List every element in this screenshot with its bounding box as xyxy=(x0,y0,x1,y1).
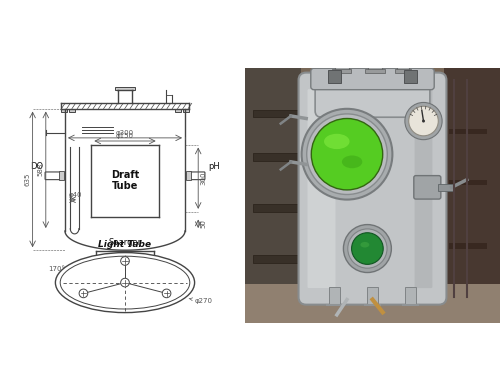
Bar xyxy=(59,172,64,180)
Circle shape xyxy=(302,109,392,200)
Ellipse shape xyxy=(342,156,362,168)
FancyBboxPatch shape xyxy=(45,172,61,180)
Bar xyxy=(252,110,298,117)
Text: 635: 635 xyxy=(24,173,30,186)
FancyBboxPatch shape xyxy=(189,172,205,180)
Text: 300: 300 xyxy=(200,172,206,185)
Bar xyxy=(115,87,135,90)
Bar xyxy=(252,153,298,161)
Text: φ270: φ270 xyxy=(189,298,212,304)
Text: φ300: φ300 xyxy=(116,130,134,136)
Text: φ150: φ150 xyxy=(116,133,134,139)
Bar xyxy=(444,67,500,323)
FancyBboxPatch shape xyxy=(311,68,434,90)
Circle shape xyxy=(162,289,171,298)
Ellipse shape xyxy=(60,256,190,309)
Text: DO: DO xyxy=(30,161,43,170)
Bar xyxy=(449,129,487,134)
Circle shape xyxy=(306,114,388,195)
Text: 170°: 170° xyxy=(48,266,65,272)
FancyBboxPatch shape xyxy=(308,89,336,288)
Circle shape xyxy=(422,119,425,122)
Circle shape xyxy=(120,257,130,265)
Bar xyxy=(438,184,453,191)
Bar xyxy=(335,53,349,71)
Bar xyxy=(245,284,500,323)
Bar xyxy=(175,109,180,112)
FancyBboxPatch shape xyxy=(414,89,432,288)
FancyBboxPatch shape xyxy=(298,73,446,305)
Circle shape xyxy=(79,289,88,298)
Bar xyxy=(61,109,66,112)
FancyBboxPatch shape xyxy=(315,58,430,117)
Bar xyxy=(186,172,191,180)
Bar xyxy=(449,243,487,248)
Bar xyxy=(245,67,301,323)
Bar xyxy=(398,53,409,71)
Ellipse shape xyxy=(56,253,194,313)
Text: φ40: φ40 xyxy=(68,192,82,198)
Bar xyxy=(366,69,384,73)
Text: 50: 50 xyxy=(200,219,206,228)
Text: 588: 588 xyxy=(38,163,44,177)
Circle shape xyxy=(348,229,387,268)
Bar xyxy=(252,255,298,262)
Text: φ95: φ95 xyxy=(118,273,132,279)
Bar xyxy=(449,180,487,185)
Text: Light Tube: Light Tube xyxy=(98,240,152,249)
Circle shape xyxy=(408,106,438,136)
Text: pH: pH xyxy=(208,161,220,170)
Circle shape xyxy=(405,103,442,140)
Bar xyxy=(405,287,416,305)
Bar xyxy=(332,69,351,73)
Ellipse shape xyxy=(360,242,370,248)
Bar xyxy=(252,204,298,211)
Bar xyxy=(184,109,189,112)
Bar xyxy=(368,53,382,71)
Text: Draft
Tube: Draft Tube xyxy=(111,170,139,191)
Bar xyxy=(328,287,340,305)
Ellipse shape xyxy=(324,134,349,149)
Bar xyxy=(328,70,340,83)
Circle shape xyxy=(344,225,392,273)
FancyBboxPatch shape xyxy=(414,176,441,199)
Circle shape xyxy=(120,278,130,287)
Bar xyxy=(70,109,75,112)
Circle shape xyxy=(352,233,383,264)
Text: Sparger: Sparger xyxy=(108,238,142,247)
Bar xyxy=(404,70,417,83)
Circle shape xyxy=(312,119,382,190)
Bar xyxy=(367,287,378,305)
Bar xyxy=(395,69,411,73)
